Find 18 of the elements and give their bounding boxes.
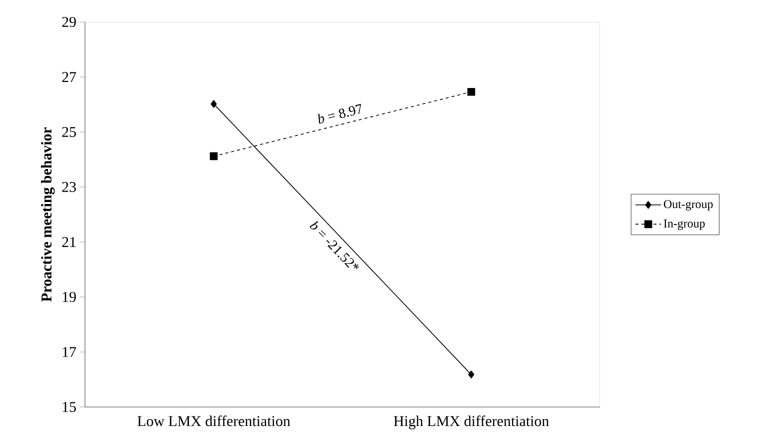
- x-tick-label: Low LMX differentiation: [138, 416, 290, 426]
- y-tick-label: 25: [62, 126, 76, 138]
- legend-label: In-group: [664, 220, 705, 230]
- point: [210, 100, 217, 108]
- y-tick-label: 15: [62, 402, 76, 412]
- point: [467, 88, 476, 96]
- y-axis-title: Proactive meeting behavior: [41, 127, 55, 302]
- y-tick-label: 23: [62, 182, 76, 192]
- point: [468, 370, 474, 378]
- y-tick-label: 19: [62, 292, 76, 302]
- y-tick-label: 17: [62, 347, 76, 357]
- y-tick-label: 21: [62, 237, 76, 247]
- y-tick-label: 29: [62, 16, 76, 28]
- x-tick-label: High LMX differentiation: [394, 416, 549, 430]
- point: [210, 152, 218, 160]
- legend-label: Out-group: [664, 200, 713, 211]
- y-tick-label: 27: [62, 72, 76, 82]
- annotation: b = 8.97: [317, 104, 362, 124]
